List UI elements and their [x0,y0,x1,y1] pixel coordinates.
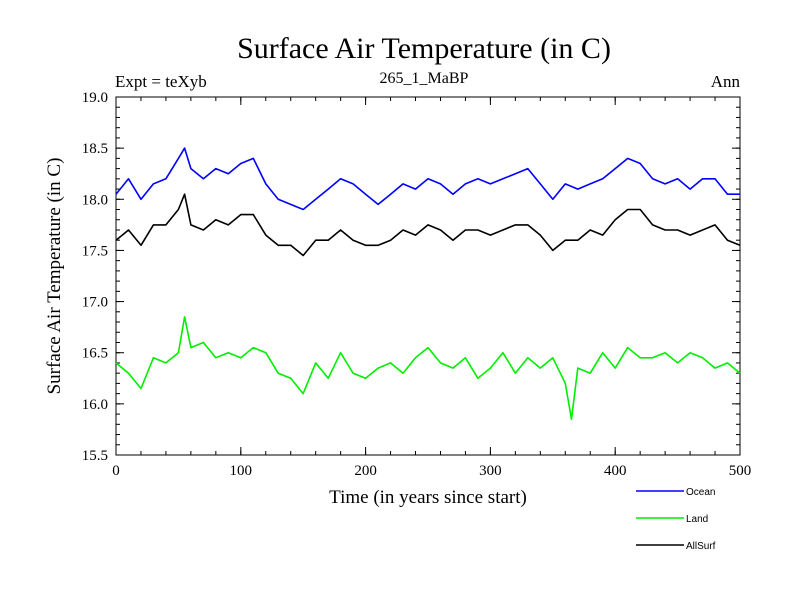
y-tick-label: 17.5 [82,243,108,259]
x-axis-label: Time (in years since start) [329,487,527,508]
x-tick-label: 400 [604,463,627,479]
y-tick-label: 18.5 [82,141,108,157]
y-axis: 15.5 16.0 16.5 17.0 17.5 18.0 18.5 19.0 [82,90,740,464]
y-tick-label: 16.5 [82,346,108,362]
legend-label-ocean: Ocean [686,487,715,498]
x-axis: 0 100 200 300 400 500 [112,97,751,479]
x-tick-label: 100 [230,463,253,479]
series-line-ocean [115,147,740,211]
series-line-allsurf [115,193,741,257]
experiment-label: Expt = teXyb [115,72,207,91]
series-lines [115,147,741,421]
x-tick-label: 200 [354,463,377,479]
plot-frame [115,96,741,456]
chart-title: Surface Air Temperature (in C) [237,32,611,65]
y-tick-label: 18.0 [82,192,108,208]
y-tick-label: 16.0 [82,397,108,413]
y-tick-label: 15.5 [82,448,108,464]
chart-subtitle: 265_1_MaBP [380,70,469,87]
legend-label-land: Land [686,514,708,525]
legend-label-allsurf: AllSurf [686,541,716,552]
x-tick-label: 0 [112,463,120,479]
x-tick-label: 500 [729,463,752,479]
y-tick-label: 19.0 [82,90,108,106]
season-label: Ann [711,72,741,91]
y-axis-label: Surface Air Temperature (in C) [44,158,65,395]
series-line-land [115,316,741,421]
x-tick-label: 300 [479,463,502,479]
legend: Ocean Land AllSurf [636,487,716,552]
y-tick-label: 17.0 [82,295,108,311]
